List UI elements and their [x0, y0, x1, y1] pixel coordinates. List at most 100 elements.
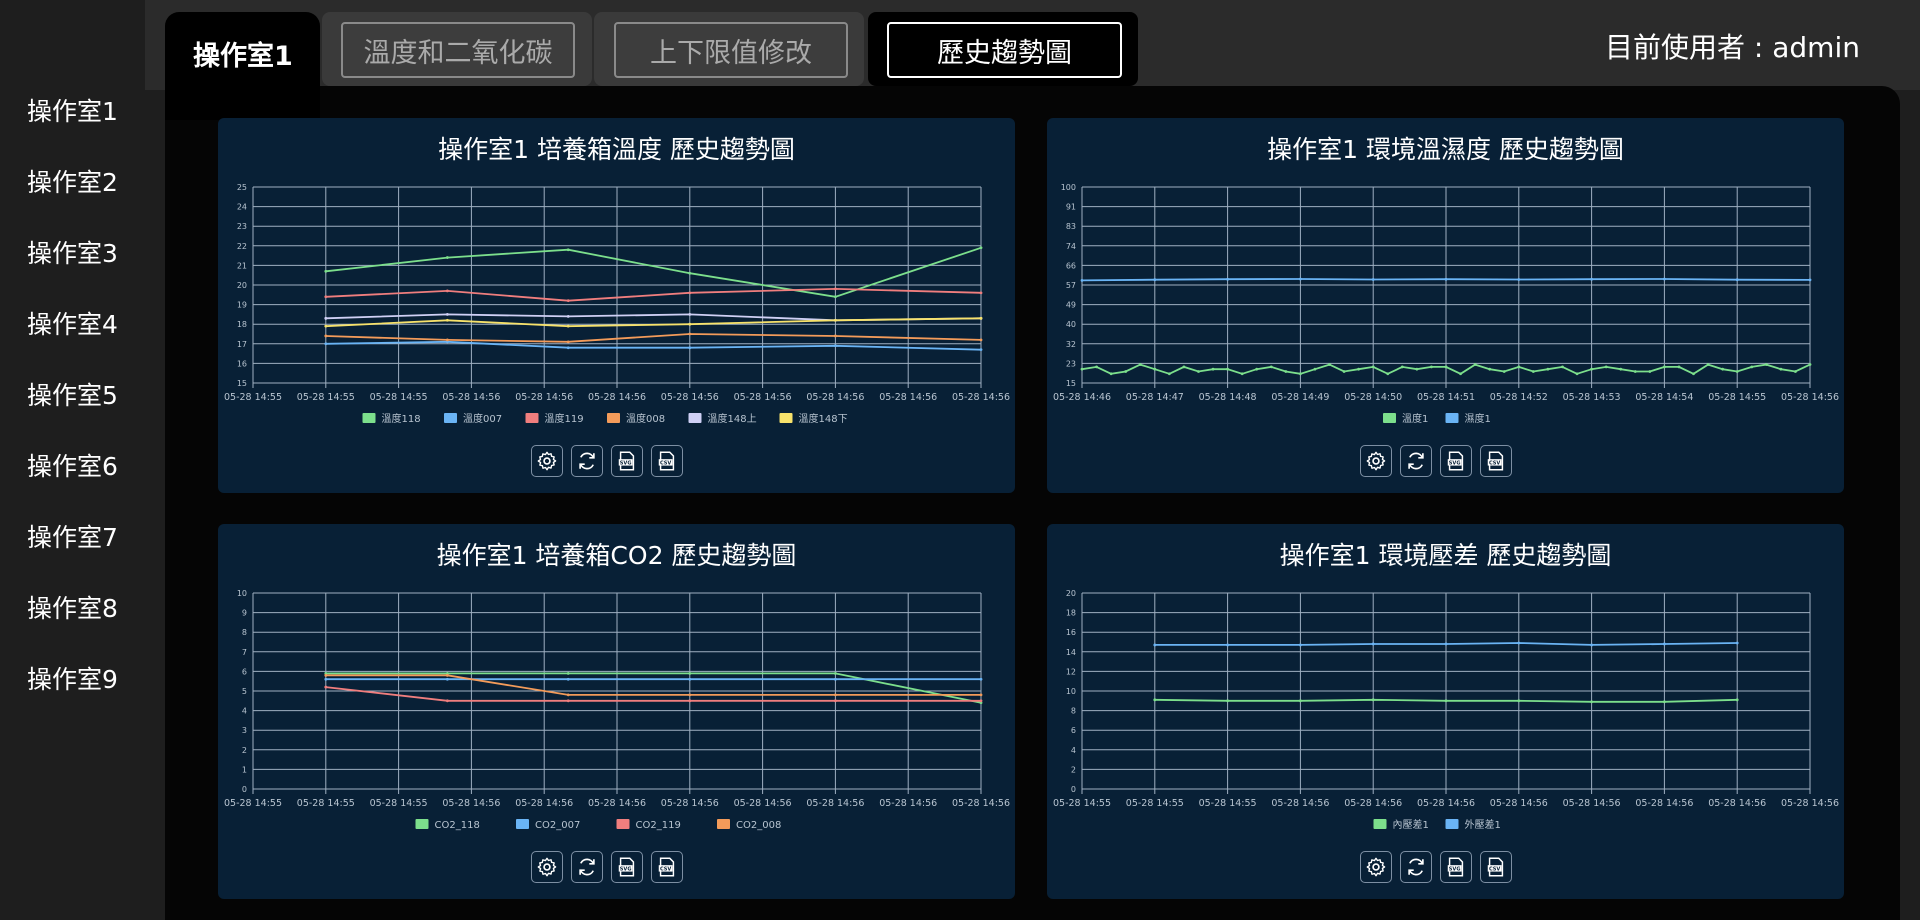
data-point: [1138, 363, 1142, 366]
y-tick-label: 16: [1066, 628, 1076, 637]
csv-export-button[interactable]: CSV: [651, 851, 683, 883]
legend-swatch[interactable]: [616, 819, 630, 829]
legend-swatch[interactable]: [607, 413, 620, 423]
legend-swatch[interactable]: [525, 413, 539, 423]
legend-label[interactable]: 溫度007: [463, 412, 502, 425]
data-point: [1197, 370, 1200, 373]
data-point: [688, 313, 692, 316]
x-tick-label: 05-28 14:56: [515, 392, 573, 403]
x-tick-label: 05-28 14:56: [879, 798, 937, 809]
legend-swatch[interactable]: [779, 413, 793, 423]
data-point: [445, 340, 449, 344]
room-tab[interactable]: [165, 12, 320, 120]
legend-swatch[interactable]: [1445, 819, 1459, 829]
tab-temperature-co2[interactable]: 溫度和二氧化碳: [341, 22, 575, 78]
sidebar-item-room2[interactable]: 操作室2: [27, 168, 118, 197]
legend-label[interactable]: CO2_007: [535, 820, 580, 831]
x-tick-label: 05-28 14:56: [734, 798, 792, 809]
y-tick-label: 19: [237, 301, 247, 310]
data-point: [566, 677, 570, 681]
y-tick-label: 25: [237, 183, 247, 192]
legend-swatch[interactable]: [717, 819, 730, 829]
series-line: [325, 317, 982, 328]
data-point: [1808, 278, 1812, 282]
svg-export-button[interactable]: SVG: [1440, 445, 1472, 477]
legend-label[interactable]: CO2_118: [435, 820, 480, 831]
legend-swatch[interactable]: [688, 413, 702, 423]
series-line: [325, 672, 982, 704]
refresh-button[interactable]: [1400, 445, 1432, 477]
legend-label[interactable]: 溫度118: [382, 412, 421, 425]
tab-history-trend[interactable]: 歷史趨勢圖: [887, 22, 1122, 78]
data-point: [566, 671, 570, 675]
data-point: [445, 338, 449, 342]
y-tick-label: 4: [242, 707, 247, 716]
legend-label[interactable]: 內壓差1: [1393, 818, 1429, 831]
data-point: [834, 295, 837, 299]
legend-label[interactable]: 濕度1: [1465, 412, 1491, 425]
legend-swatch[interactable]: [444, 413, 457, 423]
data-point: [566, 699, 570, 703]
refresh-button[interactable]: [1400, 851, 1432, 883]
data-point: [1371, 642, 1375, 646]
sidebar-item-room5[interactable]: 操作室5: [27, 381, 118, 410]
legend-swatch[interactable]: [1445, 413, 1459, 423]
legend-label[interactable]: CO2_008: [736, 820, 781, 831]
csv-export-button[interactable]: CSV: [1480, 445, 1512, 477]
data-point: [324, 671, 328, 675]
data-point: [1502, 370, 1506, 373]
data-point: [1706, 363, 1710, 366]
legend-swatch[interactable]: [516, 819, 529, 829]
csv-export-button[interactable]: CSV: [1480, 851, 1512, 883]
refresh-icon: [579, 452, 595, 470]
csv-export-button[interactable]: CSV: [651, 445, 683, 477]
svg-export-button[interactable]: SVG: [611, 851, 643, 883]
data-point: [324, 685, 328, 689]
data-point: [1633, 370, 1637, 373]
refresh-button[interactable]: [571, 445, 603, 477]
data-point: [445, 677, 449, 681]
gear-button[interactable]: [1360, 445, 1392, 477]
legend-swatch[interactable]: [1373, 819, 1387, 829]
refresh-icon: [1408, 858, 1424, 876]
legend-label[interactable]: 外壓差1: [1465, 818, 1501, 831]
sidebar-item-room1[interactable]: 操作室1: [27, 97, 118, 126]
svg-export-button[interactable]: SVG: [611, 445, 643, 477]
sidebar-item-room8[interactable]: 操作室8: [27, 594, 118, 623]
legend-label[interactable]: 溫度148下: [799, 412, 848, 425]
sidebar-item-room4[interactable]: 操作室4: [27, 310, 118, 339]
data-point: [324, 677, 328, 681]
x-tick-label: 05-28 14:56: [1271, 798, 1329, 809]
data-point: [1517, 365, 1521, 369]
sidebar-item-room6[interactable]: 操作室6: [27, 452, 118, 481]
x-tick-label: 05-28 14:56: [1781, 798, 1839, 809]
current-user: 目前使用者 : admin: [1605, 31, 1860, 64]
sidebar-item-room9[interactable]: 操作室9: [27, 665, 118, 694]
legend-label[interactable]: CO2_119: [636, 820, 681, 831]
legend-label[interactable]: 溫度148上: [708, 412, 757, 425]
refresh-button[interactable]: [571, 851, 603, 883]
legend-label[interactable]: 溫度119: [545, 412, 584, 425]
svg-text:SVG: SVG: [620, 866, 632, 872]
sidebar-item-room7[interactable]: 操作室7: [27, 523, 118, 552]
tab-limit-settings[interactable]: 上下限值修改: [614, 22, 848, 78]
data-point: [445, 673, 449, 677]
legend-swatch[interactable]: [362, 413, 376, 423]
data-point: [1444, 277, 1448, 281]
legend-swatch[interactable]: [1383, 413, 1396, 423]
gear-button[interactable]: [1360, 851, 1392, 883]
y-tick-label: 3: [242, 726, 247, 735]
data-point: [566, 314, 570, 318]
svg-export-button[interactable]: SVG: [1440, 851, 1472, 883]
data-point: [1167, 372, 1171, 376]
data-point: [1735, 698, 1739, 702]
legend-swatch[interactable]: [415, 819, 429, 829]
gear-button[interactable]: [531, 445, 563, 477]
sidebar-item-room3[interactable]: 操作室3: [27, 239, 118, 268]
legend-label[interactable]: 溫度008: [626, 412, 665, 425]
gear-button[interactable]: [531, 851, 563, 883]
legend-label[interactable]: 溫度1: [1402, 412, 1428, 425]
y-tick-label: 23: [1066, 359, 1076, 368]
y-tick-label: 1: [242, 765, 247, 774]
data-point: [324, 334, 328, 338]
